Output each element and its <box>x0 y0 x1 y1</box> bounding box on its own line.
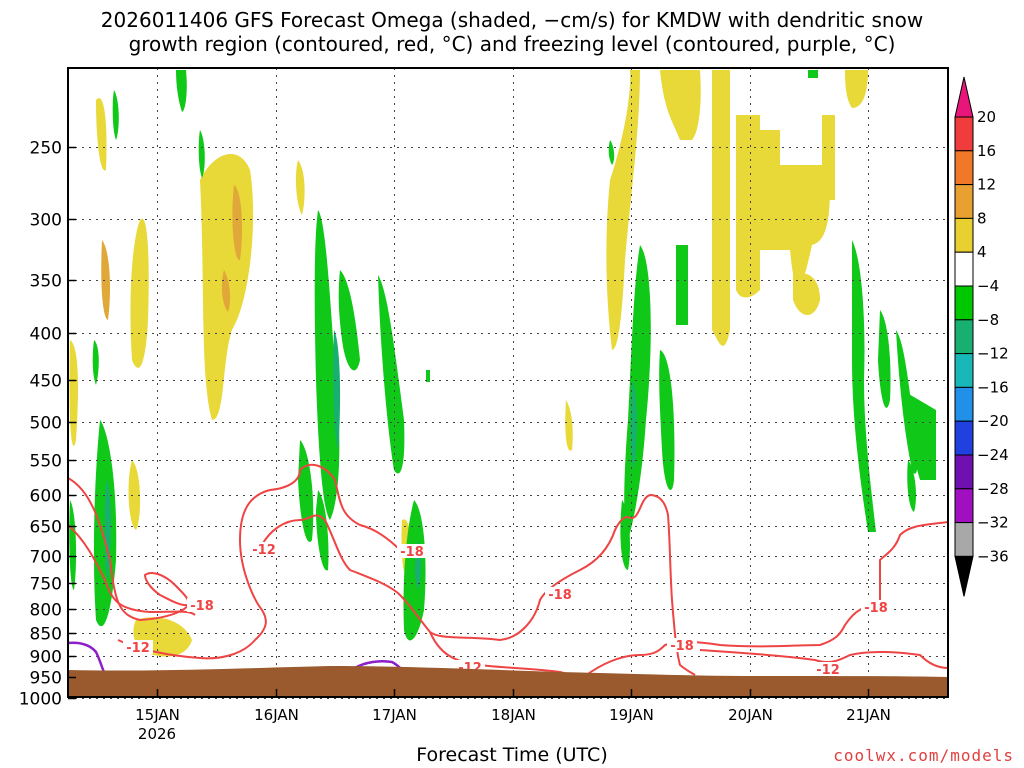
colorbar-label: −24 <box>977 446 1009 464</box>
x-axis-title: Forecast Time (UTC) <box>416 744 608 766</box>
colorbar-top-arrow <box>954 76 974 118</box>
y-tick-label: 800 <box>30 601 62 621</box>
contour-label: -18 <box>670 639 694 654</box>
colorbar-swatch <box>954 454 974 490</box>
colorbar-swatch <box>954 217 974 253</box>
colorbar-label: −16 <box>977 378 1009 396</box>
colorbar-swatch <box>954 285 974 321</box>
contour-label: -12 <box>252 543 276 558</box>
y-tick-label: 950 <box>30 669 62 689</box>
y-tick-label: 650 <box>30 518 62 538</box>
contour-label-bg <box>861 600 891 614</box>
colorbar-label: −12 <box>977 345 1009 363</box>
colorbar-swatch <box>954 420 974 456</box>
contour-label-bg <box>249 542 279 556</box>
colorbar-label: −8 <box>977 311 999 329</box>
colorbar-bottom-arrow <box>954 555 974 597</box>
credit-text: coolwx.com/models <box>833 746 1014 765</box>
y-tick-label: 600 <box>30 487 62 507</box>
contour-label-bg <box>397 544 427 558</box>
contour-label-bg <box>123 640 153 654</box>
colorbar-label: 20 <box>977 108 996 126</box>
y-tick-label: 450 <box>30 372 62 392</box>
colorbar-label: 12 <box>977 176 996 194</box>
colorbar-swatch <box>954 522 974 557</box>
contour-label: -18 <box>190 599 214 614</box>
colorbar-swatch <box>954 150 974 186</box>
chart-title-line2: growth region (contoured, red, °C) and f… <box>128 32 896 56</box>
colorbar-label: −4 <box>977 277 999 295</box>
colorbar-label: −32 <box>977 514 1009 532</box>
colorbar-label: −36 <box>977 547 1009 565</box>
colorbar-swatch <box>954 184 974 219</box>
colorbar-label: 16 <box>977 142 996 160</box>
contour-label-bg <box>187 598 217 612</box>
colorbar-label: −20 <box>977 412 1009 430</box>
y-tick-label: 900 <box>30 648 62 668</box>
contour-label: -18 <box>400 545 424 560</box>
contour-label: -12 <box>816 663 840 678</box>
plot-frame <box>67 67 949 698</box>
x-year-label: 2026 <box>138 725 176 743</box>
contour-label: -18 <box>548 588 572 603</box>
x-tick-label: 20JAN <box>728 706 773 724</box>
contour-label-group: -18-12-12-18-18-12-18-18-12 <box>123 542 891 678</box>
contour-label-bg <box>545 587 575 601</box>
y-tick-label: 400 <box>30 325 62 345</box>
colorbar-swatch <box>954 319 974 355</box>
x-tick-label: 18JAN <box>491 706 536 724</box>
contour-label: -18 <box>864 601 888 616</box>
contour-label-bg <box>813 662 843 676</box>
y-tick-label: 1000 <box>19 690 62 710</box>
omega-shading <box>69 70 936 657</box>
x-tick-label: 15JAN <box>135 706 180 724</box>
y-tick-label: 250 <box>30 139 62 159</box>
x-tick-label: 19JAN <box>609 706 654 724</box>
dendritic-contours <box>67 463 949 678</box>
x-tick-label: 16JAN <box>254 706 299 724</box>
colorbar-swatch <box>954 116 974 152</box>
colorbar-swatch <box>954 386 974 422</box>
y-axis: 250 300 350 400 450 500 550 600 650 700 750 800 850 9… <box>19 139 76 710</box>
colorbar-swatch <box>954 488 974 524</box>
terrain-surface <box>68 666 948 697</box>
colorbar-swatch <box>954 251 974 287</box>
contour-label-bg <box>667 638 697 652</box>
y-tick-label: 700 <box>30 548 62 568</box>
x-tick-label: 17JAN <box>372 706 417 724</box>
x-tick-label: 21JAN <box>846 706 891 724</box>
chart-title-line1: 2026011406 GFS Forecast Omega (shaded, −… <box>100 8 924 32</box>
y-tick-label: 350 <box>30 272 62 292</box>
colorbar: 20 16 12 8 4 −4 −8 −12 −16 −20 −24 −28 −32 −36 <box>954 76 1009 597</box>
y-tick-label: 850 <box>30 625 62 645</box>
y-tick-label: 750 <box>30 575 62 595</box>
colorbar-label: −28 <box>977 480 1009 498</box>
colorbar-swatch <box>954 353 974 388</box>
colorbar-label: 8 <box>977 209 987 227</box>
y-tick-label: 500 <box>30 414 62 434</box>
contour-label: -12 <box>126 641 150 656</box>
colorbar-label: 4 <box>977 243 987 261</box>
x-axis: 15JAN 16JAN 17JAN 18JAN 19JAN 20JAN 21JAN 2026 <box>135 689 891 743</box>
y-tick-label: 300 <box>30 211 62 231</box>
y-tick-label: 550 <box>30 452 62 472</box>
